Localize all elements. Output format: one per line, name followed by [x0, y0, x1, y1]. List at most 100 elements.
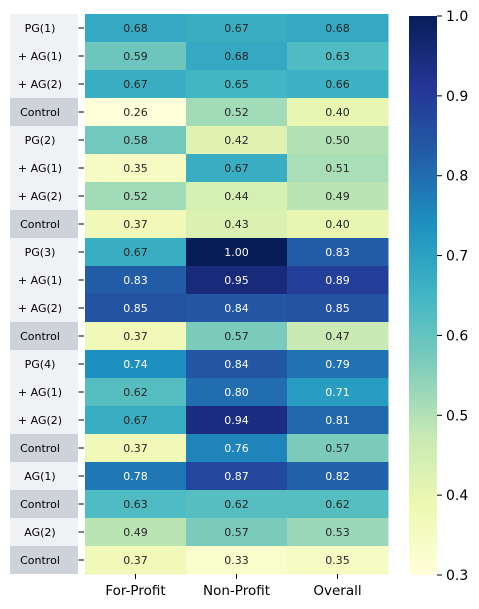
heatmap-cell	[186, 434, 288, 463]
row-label-box	[10, 462, 78, 490]
row-label: + AG(1)	[18, 386, 62, 399]
heatmap-cell	[186, 42, 288, 71]
cell-value-label: 0.67	[123, 414, 148, 427]
heatmap-cell	[186, 350, 288, 379]
heatmap-cell	[85, 126, 187, 155]
cell-value-label: 0.82	[325, 470, 350, 483]
row-label: + AG(1)	[18, 50, 62, 63]
row-label-box	[10, 42, 78, 70]
heatmap-cell	[85, 182, 187, 211]
heatmap-cell	[287, 182, 389, 211]
heatmap-cell	[287, 434, 389, 463]
heatmap-cell	[85, 266, 187, 295]
heatmap-cell	[287, 406, 389, 435]
heatmap-cell	[287, 42, 389, 71]
cell-value-label: 0.74	[123, 358, 148, 371]
cell-value-label: 0.67	[224, 22, 249, 35]
cell-value-label: 0.62	[325, 498, 350, 511]
cell-value-label: 0.83	[123, 274, 148, 287]
cell-value-label: 0.37	[123, 218, 148, 231]
cell-value-label: 0.35	[123, 162, 148, 175]
cell-value-label: 0.33	[224, 554, 249, 567]
colorbar-tick-label: 1.0	[446, 9, 468, 25]
row-label-box	[10, 378, 78, 406]
cell-value-label: 0.67	[123, 78, 148, 91]
x-tick-label: For-Profit	[105, 583, 165, 599]
heatmap-cell	[186, 518, 288, 547]
row-label: + AG(2)	[18, 190, 62, 203]
row-label-box	[10, 518, 78, 546]
cell-value-label: 0.37	[123, 330, 148, 343]
heatmap-cell	[186, 406, 288, 435]
cell-value-label: 0.40	[325, 106, 350, 119]
row-label-box	[10, 266, 78, 294]
cell-value-label: 0.53	[325, 526, 350, 539]
cell-value-label: 0.37	[123, 442, 148, 455]
row-label: + AG(2)	[18, 302, 62, 315]
heatmap-cell	[186, 378, 288, 407]
heatmap-cell	[85, 70, 187, 99]
heatmap-cell	[287, 490, 389, 519]
heatmap-cell	[85, 210, 187, 239]
row-label: Control	[20, 218, 60, 231]
cell-value-label: 0.67	[224, 162, 249, 175]
heatmap-cell	[287, 350, 389, 379]
colorbar-tick-label: 0.6	[446, 328, 468, 344]
heatmap-cell	[85, 434, 187, 463]
cell-value-label: 0.87	[224, 470, 249, 483]
cell-value-label: 0.95	[224, 274, 249, 287]
cell-value-label: 0.57	[224, 526, 249, 539]
heatmap-cell	[186, 462, 288, 491]
cell-value-label: 0.58	[123, 134, 148, 147]
heatmap-cell	[186, 546, 288, 575]
cell-value-label: 0.78	[123, 470, 148, 483]
heatmap-cell	[186, 182, 288, 211]
row-label-box	[10, 182, 78, 210]
row-label: PG(2)	[25, 134, 56, 147]
cell-value-label: 1.00	[224, 246, 249, 259]
heatmap-cell	[287, 210, 389, 239]
row-label: PG(1)	[25, 22, 56, 35]
heatmap-cell	[85, 154, 187, 183]
row-label-box	[10, 238, 78, 266]
row-label: Control	[20, 442, 60, 455]
cell-value-label: 0.26	[123, 106, 148, 119]
row-label: Control	[20, 106, 60, 119]
cell-value-label: 0.68	[325, 22, 350, 35]
cell-value-label: 0.68	[224, 50, 249, 63]
heatmap-cell	[85, 546, 187, 575]
heatmap-cell	[186, 126, 288, 155]
heatmap-cell	[287, 462, 389, 491]
cell-value-label: 0.85	[123, 302, 148, 315]
row-label: + AG(1)	[18, 274, 62, 287]
heatmap-cell	[287, 378, 389, 407]
x-tick-label: Non-Profit	[203, 583, 270, 599]
cell-value-label: 0.85	[325, 302, 350, 315]
control-label-box	[10, 434, 78, 462]
colorbar-tick-label: 0.7	[446, 249, 468, 265]
row-label: AG(2)	[24, 526, 55, 539]
cell-value-label: 0.63	[325, 50, 350, 63]
control-label-box	[10, 490, 78, 518]
cell-value-label: 0.49	[325, 190, 350, 203]
heatmap-cell	[186, 238, 288, 267]
cell-value-label: 0.47	[325, 330, 350, 343]
x-tick-label: Overall	[313, 583, 361, 599]
heatmap-cell	[85, 462, 187, 491]
cell-value-label: 0.63	[123, 498, 148, 511]
heatmap-cell	[287, 14, 389, 43]
heatmap-cell	[186, 14, 288, 43]
row-label: Control	[20, 498, 60, 511]
cell-value-label: 0.40	[325, 218, 350, 231]
cell-value-label: 0.43	[224, 218, 249, 231]
heatmap-cell	[85, 406, 187, 435]
cell-value-label: 0.76	[224, 442, 249, 455]
row-label: Control	[20, 330, 60, 343]
heatmap-cell	[186, 70, 288, 99]
cell-value-label: 0.37	[123, 554, 148, 567]
row-label-box	[10, 70, 78, 98]
heatmap-cell	[186, 154, 288, 183]
row-label: + AG(2)	[18, 414, 62, 427]
x-axis: For-Profit Non-Profit Overall	[105, 574, 362, 599]
